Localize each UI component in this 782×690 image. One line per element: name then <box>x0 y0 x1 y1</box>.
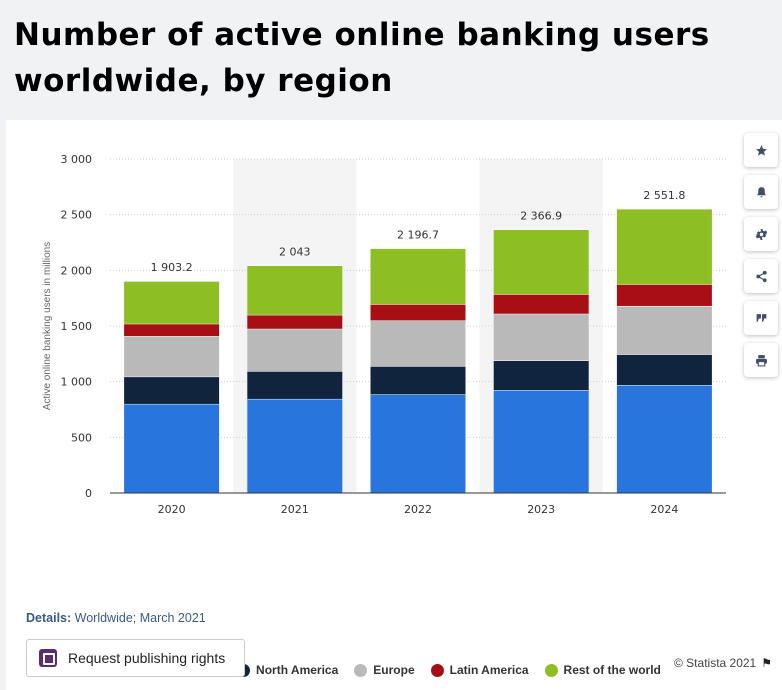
bar-segment <box>616 208 712 285</box>
chart-svg: 0 500 1 000 1 500 2 000 2 500 3 000 Active onli… <box>42 153 726 516</box>
bar-segment <box>124 376 220 404</box>
publish-icon <box>39 649 57 667</box>
bookmark-button[interactable] <box>744 133 778 167</box>
bar-segment <box>616 284 712 306</box>
bar-segment <box>493 294 589 314</box>
total-data-label: 2 043 <box>279 246 311 259</box>
page-title: Number of active online banking users wo… <box>14 17 710 99</box>
legend-item[interactable]: Latin America <box>430 663 529 677</box>
x-tick-label: 2020 <box>158 503 186 516</box>
total-data-label: 2 551.8 <box>643 189 685 202</box>
legend-label: Latin America <box>449 663 529 677</box>
bar-segment <box>493 313 589 361</box>
bar-segment <box>370 320 466 367</box>
share-button[interactable] <box>744 259 778 293</box>
legend-swatch <box>430 663 444 677</box>
bar-segment <box>124 323 220 337</box>
cite-button[interactable] <box>744 301 778 335</box>
gear-icon <box>755 228 767 240</box>
legend-label: North America <box>256 663 339 677</box>
y-axis-title: Active online banking users in millions <box>42 242 53 410</box>
bar-segment <box>616 354 712 386</box>
chart-card: 0 500 1 000 1 500 2 000 2 500 3 000 Active onli… <box>6 120 782 690</box>
bar-segment <box>493 390 589 493</box>
bar-segment <box>370 248 466 305</box>
details-label: Details: <box>26 611 72 625</box>
y-tick-label: 3 000 <box>61 153 93 166</box>
bar-segment <box>493 360 589 391</box>
publish-button-label: Request publishing rights <box>68 650 226 666</box>
print-button[interactable] <box>744 343 778 377</box>
legend-label: Europe <box>373 663 415 677</box>
share-icon <box>755 270 767 282</box>
legend-swatch <box>354 663 368 677</box>
bar-segment <box>247 371 343 399</box>
x-tick-label: 2023 <box>527 503 555 516</box>
credit-text: © Statista 2021 <box>674 656 757 670</box>
y-tick-label: 2 500 <box>61 209 93 222</box>
star-icon <box>755 144 767 156</box>
x-tick-label: 2024 <box>650 503 678 516</box>
bar-segment <box>247 314 343 329</box>
bar-segment <box>616 305 712 355</box>
bar-segment <box>370 304 466 321</box>
y-tick-label: 1 500 <box>61 320 93 333</box>
legend-item[interactable]: North America <box>237 663 338 677</box>
bar-segment <box>124 281 220 324</box>
y-tick-label: 2 000 <box>61 264 93 277</box>
y-tick-label: 0 <box>85 487 92 500</box>
quote-icon <box>756 313 766 322</box>
bar-segment <box>616 385 712 493</box>
bell-icon <box>756 186 766 197</box>
y-tick-label: 500 <box>71 431 92 444</box>
x-tick-label: 2021 <box>281 503 309 516</box>
x-tick-label: 2022 <box>404 503 432 516</box>
details-value: Worldwide; March 2021 <box>74 611 206 625</box>
notification-button[interactable] <box>744 175 778 209</box>
legend-swatch <box>544 663 558 677</box>
bar-segment <box>247 328 343 372</box>
settings-button[interactable] <box>744 217 778 251</box>
legend-item[interactable]: Rest of the world <box>544 663 661 677</box>
legend-label: Rest of the world <box>563 663 661 677</box>
bar-segment <box>370 394 466 493</box>
bar-segment <box>124 336 220 377</box>
bar-segment <box>124 403 220 493</box>
statista-credit: © Statista 2021 ⚑ <box>674 656 772 670</box>
total-data-label: 2 366.9 <box>520 209 562 222</box>
bar-segment <box>493 229 589 295</box>
details-text: Details: Worldwide; March 2021 <box>26 611 206 625</box>
bar-segment <box>370 366 466 395</box>
request-publishing-rights-button[interactable]: Request publishing rights <box>26 639 245 677</box>
total-data-label: 2 196.7 <box>397 228 439 241</box>
print-icon <box>755 354 767 366</box>
total-data-label: 1 903.2 <box>151 261 193 274</box>
bar-segment <box>247 398 343 493</box>
legend-item[interactable]: Europe <box>354 663 415 677</box>
flag-icon[interactable]: ⚑ <box>761 656 772 670</box>
bar-segment <box>247 265 343 315</box>
y-tick-label: 1 000 <box>61 376 93 389</box>
